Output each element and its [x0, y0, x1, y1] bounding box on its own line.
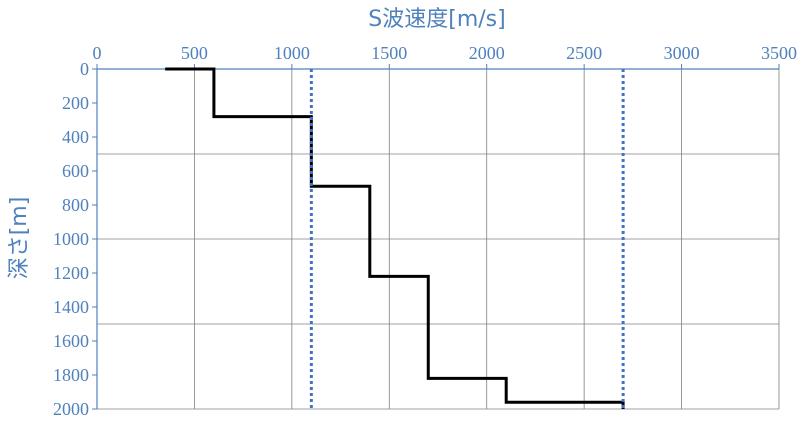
- y-tick-label: 2000: [53, 399, 89, 419]
- y-tick-label: 1200: [53, 263, 89, 283]
- x-tick-label: 1000: [274, 43, 310, 63]
- y-tick-label: 1000: [53, 229, 89, 249]
- y-tick-label: 400: [62, 127, 89, 147]
- axis-layer: [92, 64, 780, 410]
- y-tick-label: 600: [62, 161, 89, 181]
- y-tick-label: 800: [62, 195, 89, 215]
- y-tick-label: 0: [80, 59, 89, 79]
- y-axis-title: 深さ[m]: [7, 197, 32, 280]
- y-tick-label: 1800: [53, 365, 89, 385]
- y-tick-label: 1600: [53, 331, 89, 351]
- y-tick-label: 200: [62, 93, 89, 113]
- grid-layer: [97, 69, 780, 410]
- x-tick-label: 3000: [664, 43, 700, 63]
- x-axis-title: S波速度[m/s]: [368, 7, 505, 32]
- x-tick-label: 2500: [566, 43, 602, 63]
- x-tick-label: 2000: [469, 43, 505, 63]
- series-layer: [165, 67, 625, 409]
- velocity-profile-line: [165, 67, 625, 409]
- y-tick-label: 1400: [53, 297, 89, 317]
- x-tick-label: 1500: [371, 43, 407, 63]
- x-tick-label: 0: [93, 43, 102, 63]
- x-tick-label: 500: [181, 43, 208, 63]
- x-tick-label: 3500: [761, 43, 797, 63]
- tick-label-layer: 0 500 1000 1500 2000 2500 3000 3500 0 200 400 600 80…: [53, 43, 797, 419]
